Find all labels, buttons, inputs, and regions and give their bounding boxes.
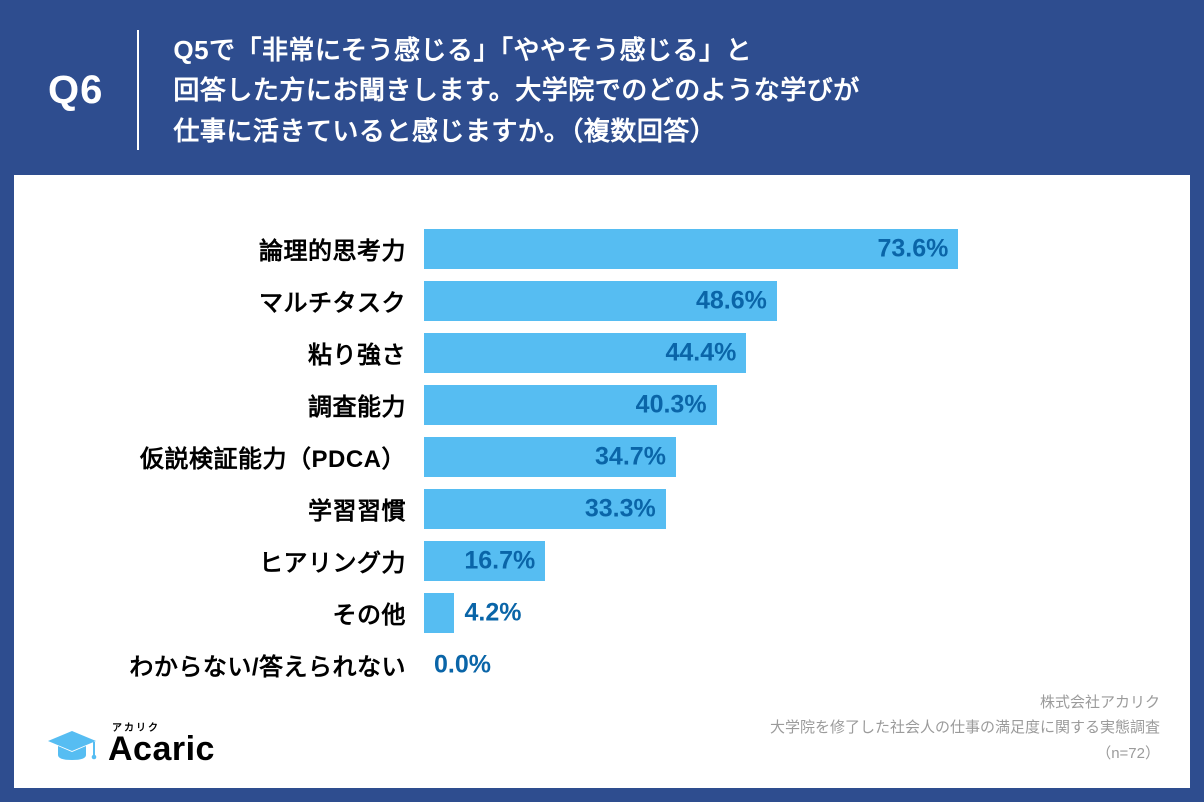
category-label: わからない/答えられない [54,647,424,682]
bar: 48.6% [424,281,777,321]
value-label: 48.6% [696,286,767,315]
category-label: 論理的思考力 [54,231,424,266]
question-text-line2: 回答した方にお聞きします。大学院でのどのような学びが [173,75,859,105]
bar-track: 0.0% [424,639,1150,691]
category-label: マルチタスク [54,283,424,318]
bar: 33.3% [424,489,666,529]
category-label: 仮説検証能力（PDCA） [54,439,424,474]
credit-block: 株式会社アカリク 大学院を修了した社会人の仕事の満足度に関する実態調査 （n=7… [770,690,1160,767]
slide: Q6 Q5で「非常にそう感じる」「ややそう感じる」と 回答した方にお聞きします。… [0,0,1204,802]
chart-row: わからない/答えられない 0.0% [54,639,1150,691]
bar-track: 16.7% [424,535,1150,587]
header-divider [137,30,139,150]
value-label: 40.3% [636,390,707,419]
bar-track: 40.3% [424,379,1150,431]
bar-track: 48.6% [424,275,1150,327]
bar: 40.3% [424,385,717,425]
value-label: 33.3% [585,494,656,523]
panel-footer: アカリク Acaric 株式会社アカリク 大学院を修了した社会人の仕事の満足度に… [14,690,1190,767]
category-label: ヒアリング力 [54,543,424,578]
value-label: 73.6% [877,234,948,263]
value-label: 16.7% [464,546,535,575]
brand-name: Acaric [108,732,215,766]
category-label: その他 [54,595,424,630]
chart-row: 学習習慣 33.3% [54,483,1150,535]
chart-row: 調査能力 40.3% [54,379,1150,431]
question-number: Q6 [48,68,103,113]
value-label: 44.4% [665,338,736,367]
bar: 16.7% [424,541,545,581]
chart-row: ヒアリング力 16.7% [54,535,1150,587]
credit-line-2: 大学院を修了した社会人の仕事の満足度に関する実態調査 [770,715,1160,741]
chart-row: 仮説検証能力（PDCA） 34.7% [54,431,1150,483]
question-text-line1: Q5で「非常にそう感じる」「ややそう感じる」と [173,35,752,65]
credit-line-3: （n=72） [770,741,1160,767]
bar: 73.6% [424,229,958,269]
value-label: 0.0% [434,650,491,679]
bar: 4.2% [424,593,454,633]
category-label: 粘り強さ [54,335,424,370]
value-label: 34.7% [595,442,666,471]
chart-row: 粘り強さ 44.4% [54,327,1150,379]
chart-row: その他4.2% [54,587,1150,639]
chart-row: 論理的思考力 73.6% [54,223,1150,275]
question-header: Q6 Q5で「非常にそう感じる」「ややそう感じる」と 回答した方にお聞きします。… [0,0,1204,175]
question-text-line3: 仕事に活きていると感じますか。（複数回答） [173,116,716,146]
credit-line-1: 株式会社アカリク [770,690,1160,716]
bar-track: 73.6% [424,223,1150,275]
category-label: 調査能力 [54,387,424,422]
graduation-cap-icon [44,726,100,766]
chart-row: マルチタスク 48.6% [54,275,1150,327]
chart-panel: 論理的思考力 73.6% マルチタスク 48.6% 粘り強さ 44.4% 調査能力 40.3%… [14,175,1190,788]
bar-chart: 論理的思考力 73.6% マルチタスク 48.6% 粘り強さ 44.4% 調査能力 40.3%… [54,223,1150,691]
value-label: 4.2% [464,598,521,627]
bar: 44.4% [424,333,746,373]
category-label: 学習習慣 [54,491,424,526]
bar-track: 4.2% [424,587,1150,639]
question-text: Q5で「非常にそう感じる」「ややそう感じる」と 回答した方にお聞きします。大学院… [173,30,859,151]
bar-track: 44.4% [424,327,1150,379]
bar-track: 34.7% [424,431,1150,483]
brand-text-block: アカリク Acaric [108,724,215,766]
brand-logo: アカリク Acaric [44,724,215,766]
bar-track: 33.3% [424,483,1150,535]
bar: 34.7% [424,437,676,477]
